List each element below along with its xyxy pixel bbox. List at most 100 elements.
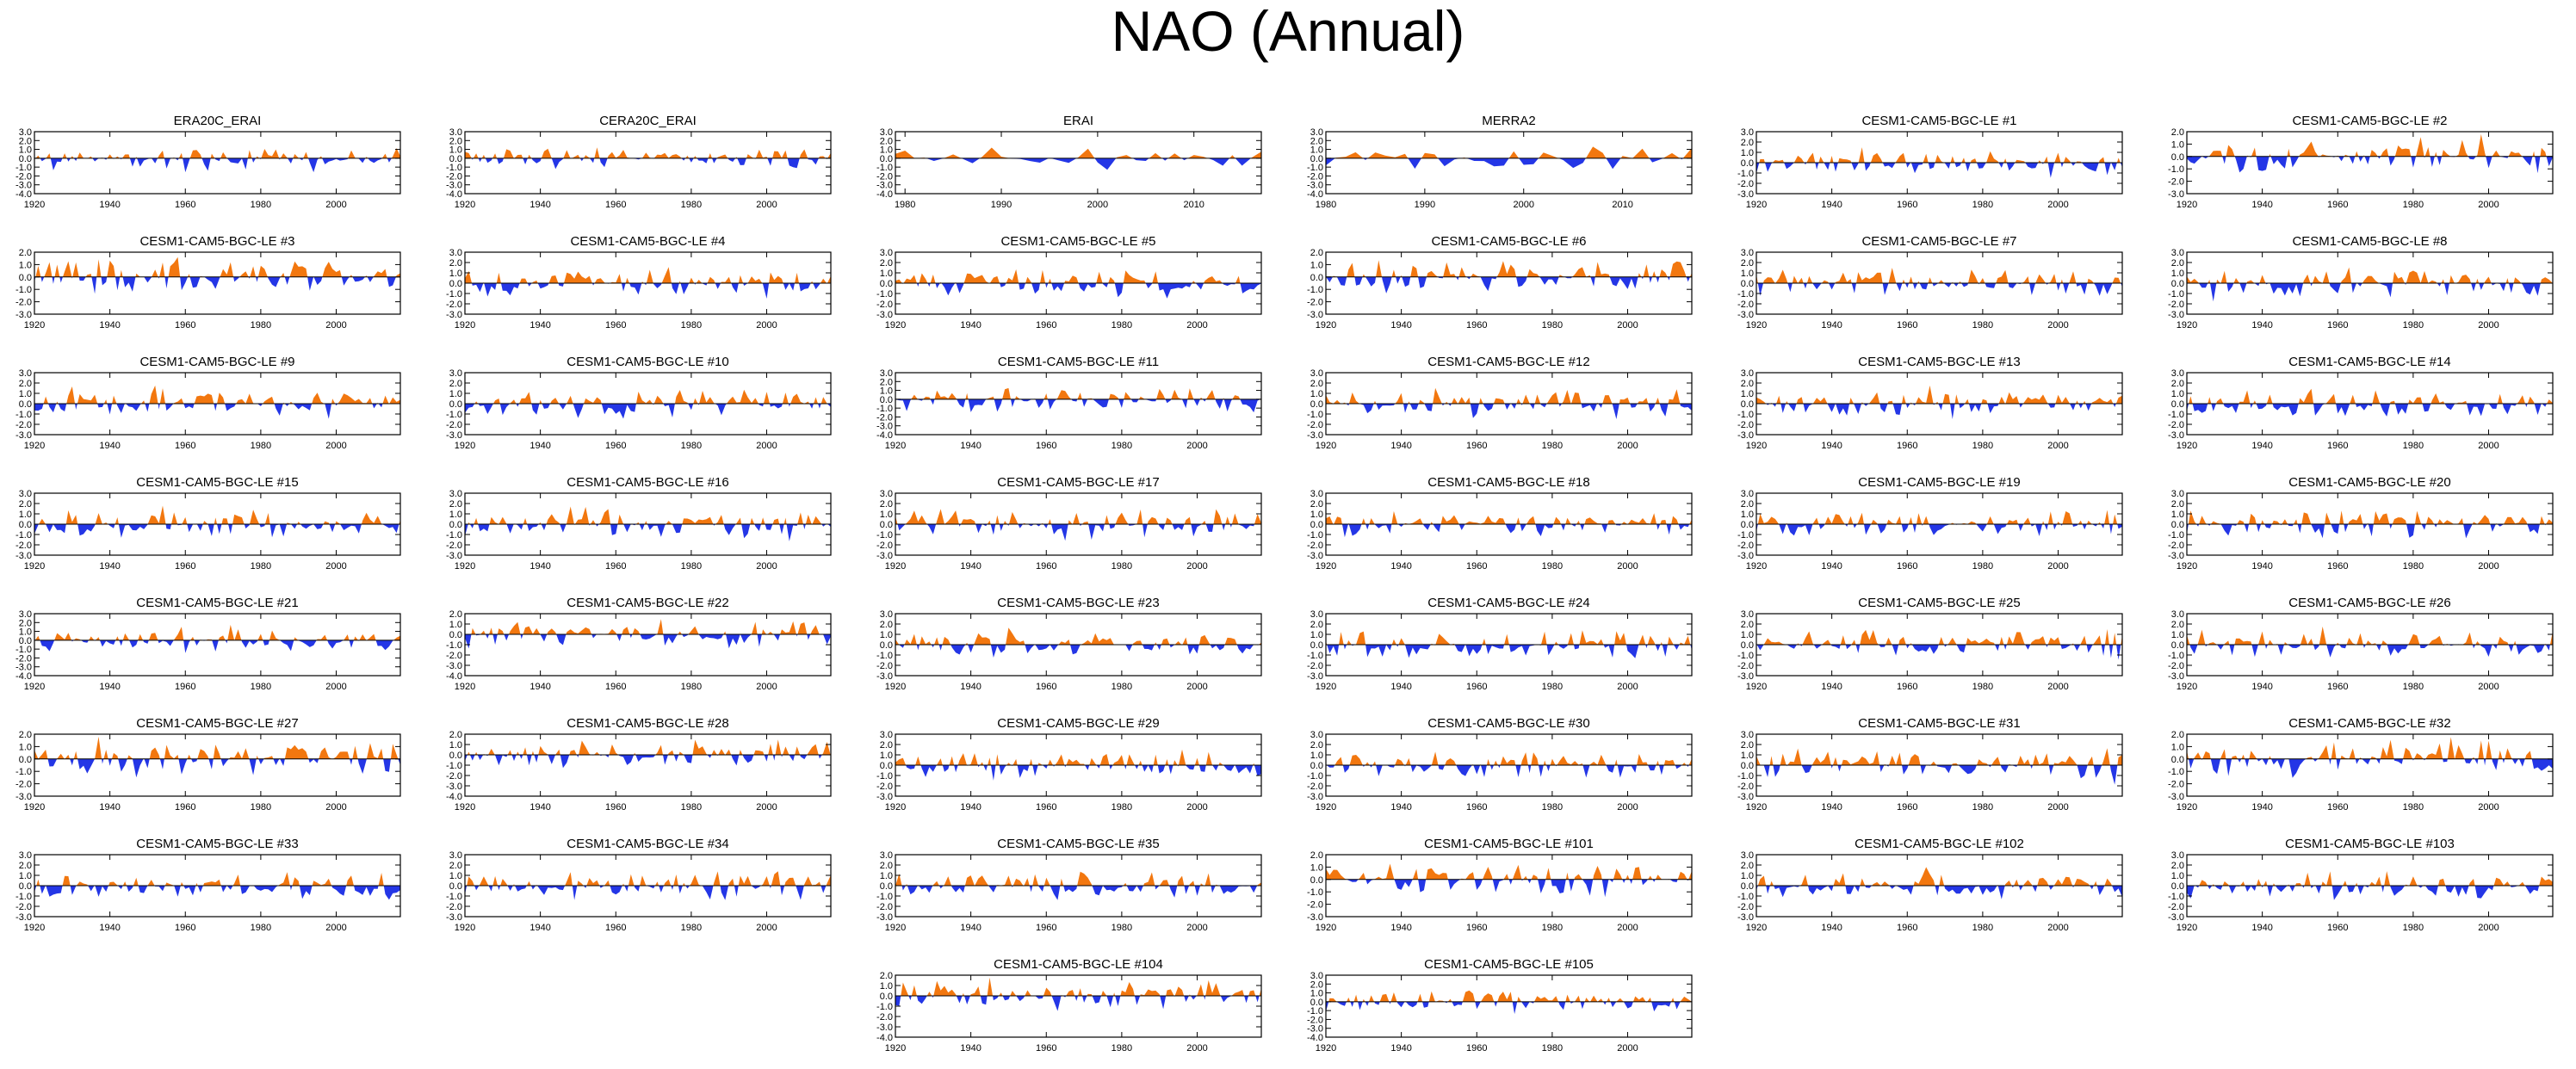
x-tick-label: 1960 bbox=[1036, 923, 1056, 933]
y-tick-label: -3.0 bbox=[1307, 912, 1323, 923]
y-tick-label: 1.0 bbox=[19, 871, 32, 881]
x-tick-label: 1960 bbox=[2327, 441, 2348, 451]
y-tick-label: -1.0 bbox=[15, 163, 32, 173]
x-tick-label: 1920 bbox=[1316, 561, 1336, 572]
y-tick-label: -3.0 bbox=[1737, 912, 1754, 923]
y-tick-label: 2.0 bbox=[1741, 861, 1754, 871]
y-tick-label: -2.0 bbox=[2168, 541, 2184, 551]
y-tick-label: -1.0 bbox=[1307, 651, 1323, 661]
x-tick-label: 2000 bbox=[2478, 682, 2499, 692]
y-tick-label: -4.0 bbox=[446, 189, 462, 200]
x-tick-label: 1960 bbox=[1466, 923, 1487, 933]
y-tick-label: 1.0 bbox=[880, 510, 893, 520]
y-tick-label: -1.0 bbox=[876, 530, 893, 541]
x-tick-label: 1940 bbox=[529, 802, 550, 813]
nao-panel: CESM1-CAM5-BGC-LE #28 2.01.00.0-1.0-2.0-3… bbox=[446, 716, 832, 813]
y-tick-label: -2.0 bbox=[446, 300, 462, 310]
x-tick-label: 1940 bbox=[1390, 923, 1411, 933]
positive-area bbox=[1328, 990, 1692, 1002]
y-tick-label: 2.0 bbox=[2171, 620, 2184, 630]
y-tick-label: 0.0 bbox=[2171, 881, 2184, 892]
x-tick-label: 2000 bbox=[1087, 200, 1108, 210]
y-tick-label: 2.0 bbox=[19, 618, 32, 628]
panel-title: CESM1-CAM5-BGC-LE #10 bbox=[567, 355, 728, 369]
x-tick-label: 1920 bbox=[24, 682, 45, 692]
y-tick-label: 2.0 bbox=[1741, 620, 1754, 630]
negative-area bbox=[895, 283, 1261, 299]
x-tick-label: 1920 bbox=[455, 441, 475, 451]
x-tick-label: 1980 bbox=[1542, 561, 1563, 572]
panel-frame bbox=[34, 131, 401, 195]
x-tick-label: 2000 bbox=[2047, 200, 2068, 210]
nao-panel: CESM1-CAM5-BGC-LE #32 2.0 1.0 0.0 -1.0 -2.0 -3… bbox=[2168, 716, 2554, 813]
x-tick-label: 1960 bbox=[1466, 1043, 1487, 1054]
x-tick-label: 1940 bbox=[960, 320, 981, 331]
x-tick-label: 1980 bbox=[1542, 441, 1563, 451]
y-tick-label: -3.0 bbox=[446, 181, 462, 191]
y-tick-label: -1.0 bbox=[876, 771, 893, 782]
y-tick-label: -2.0 bbox=[1737, 179, 1754, 189]
panel-title: CESM1-CAM5-BGC-LE #9 bbox=[139, 355, 294, 369]
nao-panel: CESM1-CAM5-BGC-LE #16 3.02.01.00.0-1.0-2.… bbox=[446, 475, 832, 572]
x-tick-label: 1940 bbox=[1821, 802, 1842, 813]
x-tick-label: 1960 bbox=[2327, 923, 2348, 933]
x-tick-label: 1940 bbox=[960, 682, 981, 692]
negative-area bbox=[1326, 765, 1692, 778]
y-tick-label: 1.0 bbox=[19, 510, 32, 520]
panel-frame bbox=[1325, 131, 1693, 195]
nao-panel: CESM1-CAM5-BGC-LE #9 3.02.01.00.0-1.0-2.0… bbox=[15, 355, 401, 451]
y-tick-label: -1.0 bbox=[15, 530, 32, 541]
y-tick-label: -3.0 bbox=[876, 1023, 893, 1033]
panel-title: CESM1-CAM5-BGC-LE #11 bbox=[998, 355, 1159, 369]
y-tick-label: 3.0 bbox=[880, 609, 893, 620]
x-tick-label: 1940 bbox=[1821, 923, 1842, 933]
nao-panel: CESM1-CAM5-BGC-LE #26 3.02.01.00.0-1.0-2.… bbox=[2168, 596, 2554, 692]
y-tick-label: -3.0 bbox=[2168, 310, 2184, 320]
y-tick-label: -2.0 bbox=[1307, 1015, 1323, 1025]
y-tick-label: 2.0 bbox=[1310, 979, 1323, 990]
x-tick-label: 1920 bbox=[455, 561, 475, 572]
x-tick-label: 1920 bbox=[455, 923, 475, 933]
panel-title: CESM1-CAM5-BGC-LE #26 bbox=[2288, 596, 2450, 610]
nao-panel: CESM1-CAM5-BGC-LE #14 3.02.01.00.0-1.0-2.… bbox=[2168, 355, 2554, 451]
nao-panel: CESM1-CAM5-BGC-LE #31 3.02.01.00.0-1.0-2.… bbox=[1737, 716, 2123, 813]
x-tick-label: 1940 bbox=[1390, 802, 1411, 813]
y-tick-label: 3.0 bbox=[19, 368, 32, 379]
x-tick-label: 1980 bbox=[1972, 682, 1993, 692]
nao-panel: CESM1-CAM5-BGC-LE #25 3.02.01.00.0-1.0-2.… bbox=[1737, 596, 2123, 692]
x-tick-label: 1980 bbox=[2403, 200, 2424, 210]
y-tick-label: -2.0 bbox=[2168, 420, 2184, 430]
y-tick-label: -2.0 bbox=[15, 171, 32, 182]
y-tick-label: 2.0 bbox=[19, 379, 32, 389]
x-tick-label: 2000 bbox=[1186, 320, 1207, 331]
x-tick-label: 1960 bbox=[1466, 441, 1487, 451]
y-tick-label: -1.0 bbox=[2168, 530, 2184, 541]
x-tick-label: 2000 bbox=[1617, 1043, 1638, 1054]
y-tick-label: -4.0 bbox=[15, 671, 32, 682]
x-tick-label: 2000 bbox=[756, 682, 777, 692]
x-tick-label: 1960 bbox=[1036, 1043, 1056, 1054]
x-tick-label: 1980 bbox=[251, 320, 271, 331]
x-tick-label: 1960 bbox=[1036, 682, 1056, 692]
negative-area bbox=[895, 765, 1261, 781]
y-tick-label: -2.0 bbox=[15, 902, 32, 912]
panel-title: CESM1-CAM5-BGC-LE #23 bbox=[997, 596, 1159, 610]
nao-panel: CESM1-CAM5-BGC-LE #21 3.02.01.00.0-1.0-2.… bbox=[15, 596, 401, 692]
nao-panel: CESM1-CAM5-BGC-LE #1042.01.00.0-1.0-2.0-… bbox=[876, 957, 1262, 1054]
x-tick-label: 2000 bbox=[1617, 561, 1638, 572]
y-tick-label: 3.0 bbox=[1310, 971, 1323, 981]
panel-title: CESM1-CAM5-BGC-LE #102 bbox=[1855, 837, 2024, 851]
y-tick-label: -2.0 bbox=[876, 171, 893, 182]
panel-frame bbox=[2186, 131, 2554, 195]
nao-panel: CESM1-CAM5-BGC-LE #4 3.02.01.00.0-1.0-2.0… bbox=[446, 234, 832, 331]
panel-frame bbox=[2186, 733, 2554, 797]
y-tick-label: -3.0 bbox=[1307, 671, 1323, 682]
x-tick-label: 2000 bbox=[2478, 561, 2499, 572]
x-tick-label: 1980 bbox=[1972, 320, 1993, 331]
y-tick-label: 1.0 bbox=[880, 871, 893, 881]
nao-panel: CESM1-CAM5-BGC-LE #7 3.02.01.00.0-1.0-2.0… bbox=[1737, 234, 2123, 331]
x-tick-label: 1960 bbox=[1897, 441, 1917, 451]
x-tick-label: 1960 bbox=[605, 441, 626, 451]
x-tick-label: 1980 bbox=[1542, 682, 1563, 692]
panel-title: MERRA2 bbox=[1482, 114, 1536, 128]
